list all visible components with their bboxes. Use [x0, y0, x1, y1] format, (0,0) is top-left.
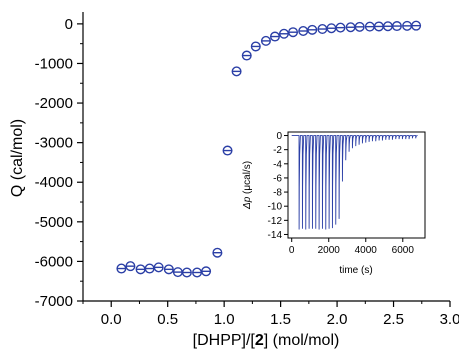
data-point — [241, 50, 252, 61]
main-axes — [82, 12, 450, 302]
inset-y-tick-label: -6 — [273, 173, 282, 184]
data-point — [288, 27, 299, 38]
main-y-tick-label: 0 — [65, 16, 73, 33]
main-x-axis-label: [DHPP]/[2] (mol/mol) — [193, 332, 340, 349]
data-point — [382, 21, 393, 32]
data-point — [222, 145, 233, 156]
data-point — [153, 262, 164, 273]
inset-x-tick-label: 2000 — [318, 245, 341, 256]
data-point — [373, 21, 384, 32]
main-x-tick-label: 0.0 — [101, 311, 122, 328]
main-y-tick-label: -1000 — [35, 55, 73, 72]
inset-y-tick-label: -8 — [273, 188, 282, 199]
main-x-tick-label: 2.0 — [327, 311, 348, 328]
inset-y-ticks: 0 -2 -4 -6 -8 -10 -12 -14 — [268, 131, 288, 241]
inset-x-tick-label: 6000 — [392, 245, 415, 256]
data-point — [364, 21, 375, 32]
main-y-tick-label: -4000 — [35, 174, 73, 191]
data-point — [269, 31, 280, 42]
inset-x-tick-label: 4000 — [355, 245, 378, 256]
data-point — [212, 247, 223, 258]
inset-x-tick-label: 0 — [289, 245, 295, 256]
data-point — [163, 264, 174, 275]
inset-thermogram-trace — [291, 135, 418, 230]
inset-frame — [287, 131, 426, 239]
main-x-tick-label: 1.5 — [270, 311, 291, 328]
inset-y-tick-label: -10 — [268, 202, 283, 213]
data-point — [391, 21, 402, 32]
data-point — [317, 24, 328, 35]
data-point — [326, 23, 337, 34]
inset-y-tick-label: -4 — [273, 159, 282, 170]
main-data-points — [116, 20, 422, 278]
data-point — [345, 22, 356, 33]
data-point — [260, 35, 271, 46]
data-point — [402, 20, 413, 31]
main-x-ticks: 0.0 0.5 1.0 1.5 2.0 2.5 3.0 — [82, 301, 459, 328]
data-point — [116, 263, 127, 274]
data-point — [201, 266, 212, 277]
main-y-tick-label: -2000 — [35, 95, 73, 112]
data-point — [250, 41, 261, 52]
main-y-axis-label: Q (cal/mol) — [9, 119, 26, 197]
main-x-tick-label: 1.0 — [214, 311, 235, 328]
data-point — [125, 261, 136, 272]
main-y-tick-label: -6000 — [35, 253, 73, 270]
inset-trace-line — [291, 135, 418, 230]
data-point — [279, 28, 290, 39]
data-point — [172, 267, 183, 278]
data-point — [135, 264, 146, 275]
data-point — [307, 24, 318, 35]
main-y-ticks: 0 -1000 -2000 -3000 -4000 -5000 -6000 -7000 — [35, 16, 83, 310]
main-x-tick-label: 3.0 — [440, 311, 459, 328]
data-point — [192, 267, 203, 278]
data-point — [411, 20, 422, 31]
data-point — [181, 267, 192, 278]
data-point — [335, 22, 346, 33]
inset-x-axis-label: time (s) — [339, 265, 372, 276]
inset-x-ticks: 0 2000 4000 6000 — [289, 238, 414, 256]
inset-plot: 0 2000 4000 6000 0 -2 -4 -6 -8 -10 -12 -14 time (s… — [242, 131, 426, 276]
inset-y-tick-label: -14 — [268, 230, 283, 241]
data-point — [354, 21, 365, 32]
data-point — [298, 26, 309, 37]
inset-y-tick-label: 0 — [276, 131, 282, 142]
main-y-tick-label: -5000 — [35, 214, 73, 231]
main-x-tick-label: 2.5 — [383, 311, 404, 328]
main-y-tick-label: -7000 — [35, 293, 73, 310]
main-y-tick-label: -3000 — [35, 135, 73, 152]
inset-y-tick-label: -2 — [273, 145, 282, 156]
data-point — [231, 66, 242, 77]
inset-y-axis-label: Δp (μcal/s) — [242, 161, 253, 210]
data-point — [144, 263, 155, 274]
inset-y-tick-label: -12 — [268, 216, 283, 227]
main-x-tick-label: 0.5 — [157, 311, 178, 328]
